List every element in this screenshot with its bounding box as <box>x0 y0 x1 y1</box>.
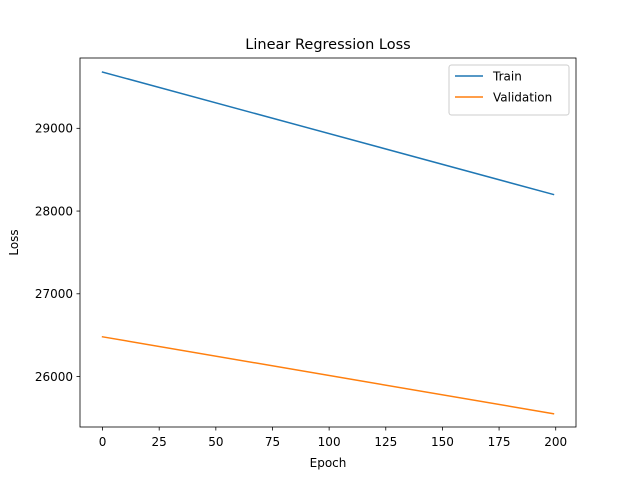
y-tick-label: 27000 <box>35 287 73 301</box>
legend: Train Validation <box>448 64 570 116</box>
x-tick-label: 25 <box>152 435 167 449</box>
x-tick-label: 200 <box>544 435 567 449</box>
series-line-train <box>101 71 555 196</box>
y-axis-label: Loss <box>7 229 21 255</box>
y-tick-label: 26000 <box>35 370 73 384</box>
x-axis-label: Epoch <box>310 456 347 470</box>
x-tick-label: 100 <box>318 435 341 449</box>
y-tick-label: 28000 <box>35 204 73 218</box>
legend-box <box>448 64 570 116</box>
x-tick-label: 0 <box>99 435 107 449</box>
x-tick-label: 175 <box>488 435 511 449</box>
chart-title: Linear Regression Loss <box>245 37 410 53</box>
series-line-validation <box>101 335 555 415</box>
x-tick-label: 75 <box>265 435 280 449</box>
y-tick-label: 29000 <box>35 122 73 136</box>
x-tick-label: 150 <box>431 435 454 449</box>
legend-label-validation: Validation <box>493 90 552 104</box>
x-tick-label: 50 <box>208 435 223 449</box>
legend-label-train: Train <box>492 69 522 83</box>
plot-area-frame <box>79 57 577 428</box>
x-tick-label: 125 <box>374 435 397 449</box>
